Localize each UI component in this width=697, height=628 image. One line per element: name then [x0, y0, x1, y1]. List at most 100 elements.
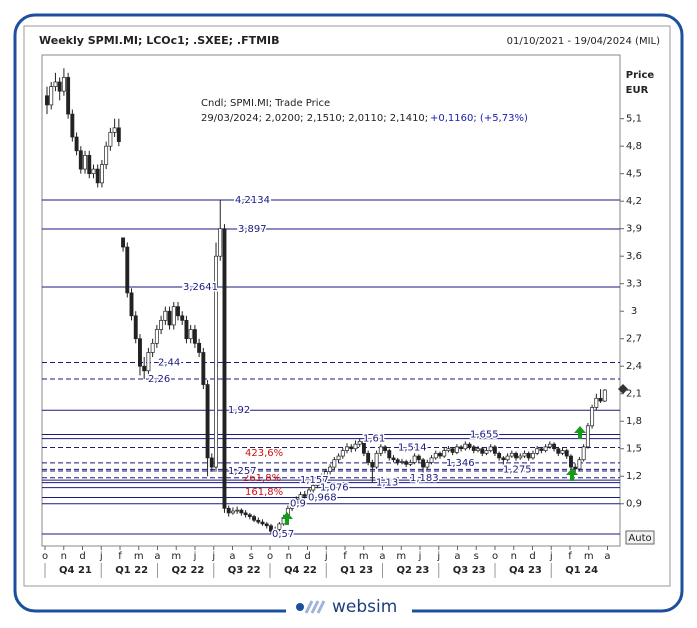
plot: 0,9 1,2 1,5 1,8 2,1 2,4 2,7 3 3,3 3,6 3,9 4,2 4,5 4,8… — [42, 68, 642, 578]
candle-body — [552, 443, 557, 450]
auto-button-label[interactable]: Auto — [628, 533, 651, 544]
chart-title: Weekly SPMI.MI; LCOc1; .SXEE; .FTMIB — [39, 34, 280, 47]
candle-body — [222, 228, 227, 509]
level-label: 1,157 — [300, 475, 329, 486]
y-tick-label: 1,8 — [626, 416, 642, 427]
y-axis-unit: EUR — [626, 85, 649, 96]
candle-body — [298, 494, 303, 500]
candle-body — [387, 450, 392, 459]
candle-body — [311, 485, 316, 491]
candle-body — [176, 306, 180, 317]
candle-body — [569, 455, 573, 468]
x-tick-label: d — [529, 551, 535, 562]
candle-body — [252, 516, 257, 521]
candle-body — [564, 450, 569, 457]
candle-body — [235, 509, 240, 512]
candle-body — [154, 329, 159, 344]
candle-body — [70, 113, 75, 138]
candle-body — [184, 320, 189, 340]
auto-button-box[interactable] — [625, 530, 655, 545]
buy-arrow — [281, 512, 293, 525]
candle-body — [492, 446, 497, 454]
x-tick-label: a — [604, 551, 610, 562]
candle-body — [412, 455, 417, 463]
candle-body — [450, 448, 455, 453]
candle-body — [201, 352, 206, 385]
y-tick-label: 2,7 — [626, 334, 642, 345]
candle-body — [526, 452, 531, 459]
candle-body — [501, 457, 506, 461]
candle-body — [340, 450, 345, 457]
x-tick-label: n — [61, 551, 67, 562]
level-label: 1,275 — [503, 464, 532, 475]
candle-body — [480, 448, 485, 454]
candle-body — [345, 446, 349, 451]
candle-body — [404, 461, 409, 465]
x-tick-label: j — [324, 551, 328, 562]
candle-body — [581, 446, 586, 461]
candle-body — [395, 459, 400, 463]
candle-body — [438, 452, 442, 457]
candle-body — [125, 246, 130, 294]
candle-body — [442, 450, 447, 457]
logo-text: websim — [332, 597, 397, 617]
y-axis-label: Price — [626, 70, 655, 81]
quarter-label: Q1 22 — [115, 565, 148, 576]
x-tick-label: m — [359, 551, 369, 562]
y-tick-label: 2,1 — [626, 389, 642, 400]
y-tick-label: 4,5 — [626, 169, 642, 180]
candle-body — [91, 168, 96, 175]
candle-body — [378, 446, 383, 454]
candle-body — [471, 446, 476, 451]
candle-body — [522, 452, 527, 457]
y-tick-label: 2,4 — [626, 361, 642, 372]
candle-body — [159, 320, 164, 330]
candle-body — [399, 461, 404, 463]
candle-body — [269, 525, 273, 532]
auto-button[interactable]: Auto — [625, 530, 655, 545]
candle-body — [61, 77, 66, 92]
candle-body — [573, 466, 578, 470]
candle-body — [366, 452, 371, 463]
candle-body — [260, 521, 265, 525]
x-tick-label: m — [134, 551, 144, 562]
candle-body — [239, 509, 244, 514]
level-label: 1,183 — [410, 473, 439, 484]
candle-body — [83, 154, 87, 170]
y-tick-label: 5,1 — [626, 114, 642, 125]
candle-body — [370, 462, 375, 468]
candle-body — [454, 446, 459, 453]
candle-body — [226, 507, 231, 514]
quarter-label: Q2 23 — [397, 565, 430, 576]
x-tick-label: f — [118, 551, 122, 562]
candle-body — [336, 455, 341, 461]
info-values: 29/03/2024; 2,0200; 2,1510; 2,0110; 2,14… — [201, 113, 428, 124]
y-tick-label: 4,2 — [626, 196, 642, 207]
x-tick-label: a — [154, 551, 160, 562]
candle-body — [547, 443, 552, 448]
candle-body — [129, 292, 134, 317]
x-tick-label: j — [99, 551, 103, 562]
candle-body — [459, 446, 464, 450]
level-label: 1,076 — [320, 483, 349, 494]
candle-body — [95, 168, 100, 184]
candle-body — [509, 452, 514, 457]
buy-arrow — [566, 468, 578, 481]
candle-body — [197, 342, 202, 353]
candle-body — [205, 384, 210, 459]
candle-body — [108, 132, 113, 147]
candle-body — [264, 523, 269, 527]
x-tick-label: d — [304, 551, 310, 562]
level-label: 2,44 — [158, 358, 180, 369]
candle-body — [530, 452, 535, 459]
level-label: 3,2641 — [183, 282, 218, 293]
y-tick-label: 3 — [631, 306, 637, 317]
candle-body — [188, 329, 193, 340]
candle-body — [49, 86, 54, 106]
x-tick-label: s — [249, 551, 254, 562]
y-tick-label: 3,6 — [626, 251, 642, 262]
x-tick-label: j — [549, 551, 553, 562]
candle-body — [74, 136, 79, 152]
candle-body — [328, 466, 333, 473]
